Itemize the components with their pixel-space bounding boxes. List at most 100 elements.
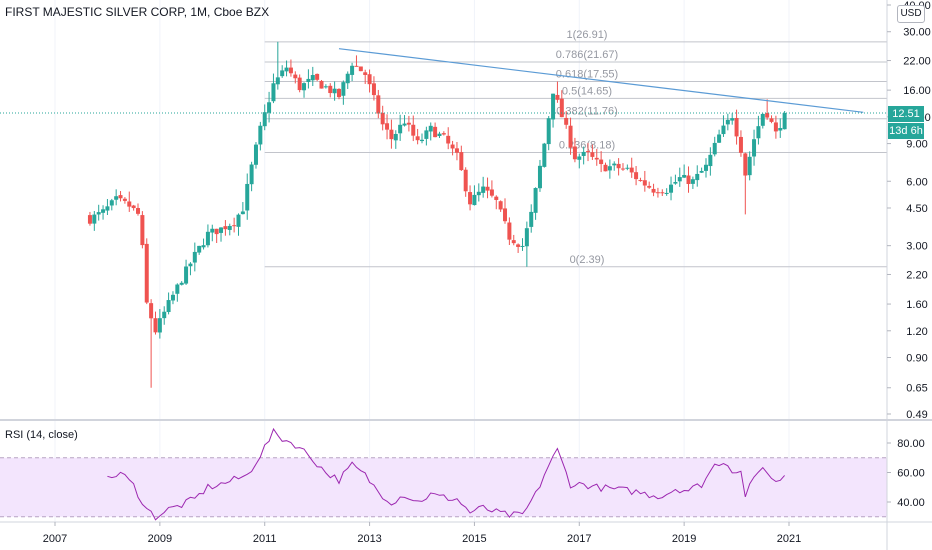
candle-body [262,112,267,127]
fib-level-label: 0.382(11.76) [556,106,618,118]
candle-body [699,170,704,173]
candle-body [166,300,171,313]
candle-body [136,208,141,214]
candle-body [118,195,123,199]
candle-body [537,165,542,189]
candle-body [288,67,293,74]
currency-button[interactable]: USD [897,5,925,23]
candle-body [437,133,442,137]
price-axis-label: 6.00 [906,176,927,188]
candle-body [345,73,350,84]
time-axis-label: 2011 [253,533,277,545]
candle-body [245,183,250,211]
candle-body [415,136,420,141]
candle-body [782,112,787,130]
candle-body [267,102,272,113]
price-axis-label: 0.49 [906,409,927,421]
candle-body [253,144,258,165]
candle-body [380,112,385,125]
rsi-line [107,427,785,521]
candle-body [642,180,647,186]
candle-body [258,125,263,145]
candle-body [402,123,407,126]
candle-body [481,186,486,193]
candle-body [297,77,302,91]
price-axis-label: 1.20 [906,326,927,338]
candle-body [586,151,591,153]
candle-body [725,119,730,125]
price-axis-label: 9.00 [906,139,927,151]
candle-body [769,118,774,122]
candle-body [708,154,713,167]
candle-body [581,151,586,156]
candle-body [651,188,656,193]
time-axis-label: 2015 [462,533,486,545]
candle-body [201,245,206,248]
candle-body [328,85,333,94]
candle-body [284,67,289,72]
candle-body [524,228,529,247]
candle-body [122,198,127,201]
candle-body [114,196,119,200]
candle-body [507,222,512,240]
candle-body [280,70,285,77]
candle-body [503,208,508,222]
price-axis-label: 0.65 [906,383,927,395]
rsi-axis-label: 60.00 [897,468,925,480]
countdown-badge: 13d 6h [888,123,924,139]
candle-body [341,82,346,96]
rsi-band [0,457,887,517]
candle-body [760,113,765,126]
candle-body [555,94,560,100]
candle-body [516,244,521,247]
candle-body [424,130,429,139]
candle-body [682,174,687,178]
candle-body [778,128,783,131]
candle-body [109,200,114,206]
candle-body [232,225,237,227]
candle-body [406,122,411,125]
candle-body [149,303,154,319]
candle-body [354,65,359,67]
candle-body [428,125,433,132]
candle-body [302,83,307,91]
candle-body [673,181,678,184]
price-axis-label: 2.20 [906,269,927,281]
candle-body [87,215,92,224]
candle-body [184,266,189,284]
candle-body [240,211,245,215]
candle-body [638,180,643,182]
rsi-axis-label: 80.00 [897,438,925,450]
fib-level-label: 0.236(8.18) [559,139,615,151]
candle-body [249,164,254,185]
candle-body [127,201,132,207]
price-axis-label: 22.00 [903,56,931,68]
candle-body [336,88,341,98]
candle-body [594,157,599,160]
candle-body [559,98,564,118]
candle-body [625,167,630,169]
time-axis-label: 2019 [672,533,696,545]
candle-body [157,318,162,333]
candle-body [315,73,320,80]
candle-body [577,156,582,160]
fib-level-label: 0.5(14.65) [562,85,612,97]
candle-body [489,189,494,196]
candle-body [607,166,612,171]
time-axis-label: 2013 [357,533,381,545]
candle-body [564,117,569,125]
candle-body [214,228,219,235]
candle-body [162,311,167,319]
candle-body [647,185,652,188]
candle-body [476,191,481,196]
fib-level-label: 0(2.39) [570,254,605,266]
candle-body [363,72,368,75]
candle-body [655,192,660,194]
candle-body [734,117,739,137]
candle-body [572,146,577,160]
candle-body [144,243,149,303]
candle-body [140,215,145,246]
candle-body [756,126,761,139]
candle-body [551,93,556,120]
candle-body [293,74,298,79]
